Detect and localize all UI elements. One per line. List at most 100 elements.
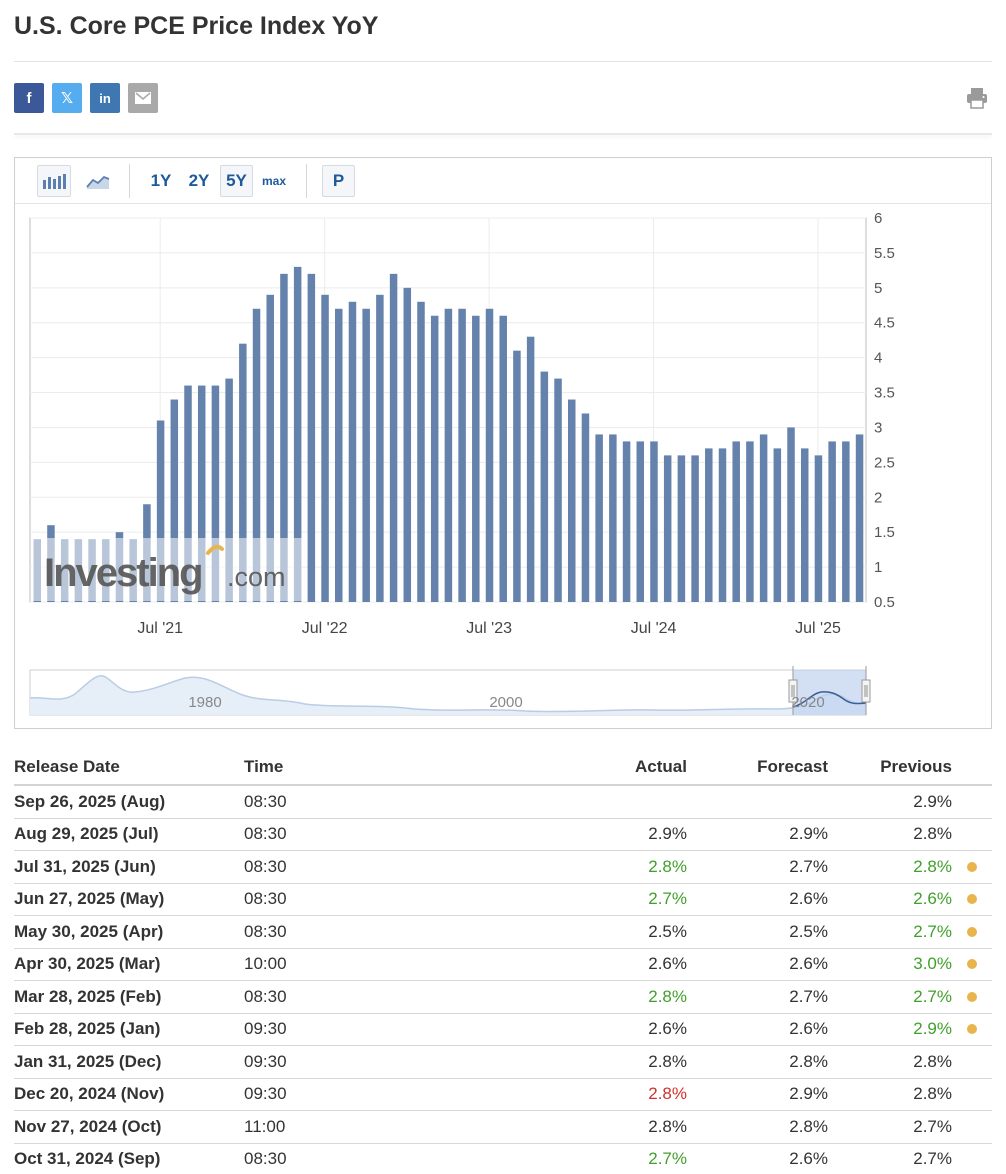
range-max-button[interactable]: max <box>261 174 287 188</box>
chart-bar[interactable] <box>814 455 823 602</box>
chart-bar[interactable] <box>170 399 179 602</box>
previous-cell: 2.7% <box>913 986 952 1006</box>
chart-bar[interactable] <box>293 266 302 602</box>
table-row: Dec 20, 2024 (Nov) 09:30 2.8% 2.9% 2.8% <box>14 1079 992 1111</box>
chart-bar[interactable] <box>842 441 850 602</box>
chart-bar[interactable] <box>211 385 220 602</box>
chart-bar[interactable] <box>348 301 357 602</box>
chart-bar[interactable] <box>609 434 617 602</box>
chart-bar[interactable] <box>389 273 398 602</box>
chart-bar[interactable] <box>622 441 631 602</box>
chart-bar[interactable] <box>335 308 343 602</box>
chart-bar[interactable] <box>828 441 836 602</box>
navigator-handle[interactable] <box>788 679 798 703</box>
chart-bar[interactable] <box>225 378 233 602</box>
revised-indicator-icon[interactable] <box>967 959 977 970</box>
chart-bar[interactable] <box>499 315 507 602</box>
table-row: Jan 31, 2025 (Dec) 09:30 2.8% 2.8% 2.8% <box>14 1046 992 1079</box>
chart-bar[interactable] <box>184 385 192 602</box>
header-forecast[interactable]: Forecast <box>757 757 828 776</box>
printer-icon[interactable] <box>965 86 989 110</box>
y-tick-label: 0.5 <box>874 594 895 611</box>
chart-bar[interactable] <box>444 308 453 602</box>
line-chart-button[interactable] <box>81 165 115 197</box>
revised-indicator-icon[interactable] <box>967 991 977 1002</box>
chart-bar[interactable] <box>376 294 384 602</box>
previous-cell: 2.8% <box>913 824 952 844</box>
header-previous[interactable]: Previous <box>880 757 952 776</box>
chart-bar[interactable] <box>362 308 370 602</box>
revised-indicator-icon[interactable] <box>967 894 977 905</box>
email-share-button[interactable] <box>128 83 158 113</box>
linkedin-share-button[interactable]: in <box>90 83 120 113</box>
header-release-date[interactable]: Release Date <box>14 757 120 776</box>
chart-bar[interactable] <box>787 427 795 602</box>
header-actual[interactable]: Actual <box>635 757 687 776</box>
chart-bar[interactable] <box>746 441 754 602</box>
chart-bar[interactable] <box>430 315 439 602</box>
x-tick-label: Jul '23 <box>466 620 512 637</box>
chart-bar[interactable] <box>663 455 672 602</box>
twitter-share-button[interactable]: 𝕏 <box>52 83 82 113</box>
chart-bar[interactable] <box>595 434 603 602</box>
chart-area: Investing .com 0.5 1 1.5 2 2.5 3 3.5 4 4.5 5 5.5 6 J… <box>29 210 895 716</box>
linkedin-icon: in <box>99 90 111 106</box>
revised-indicator-icon[interactable] <box>967 1024 977 1035</box>
chart-bar[interactable] <box>307 273 316 602</box>
chart-bar[interactable] <box>280 273 288 602</box>
y-tick-label: 4.5 <box>874 315 895 332</box>
chart-bar[interactable] <box>239 343 247 602</box>
x-tick-label: Jul '25 <box>795 620 841 637</box>
revised-indicator-icon[interactable] <box>967 926 977 937</box>
chart-bar[interactable] <box>650 441 658 602</box>
chart-bar[interactable] <box>266 294 274 602</box>
chart-bar[interactable] <box>554 378 562 602</box>
chart-bar[interactable] <box>526 336 535 602</box>
forecast-cell: 2.8% <box>789 1116 828 1136</box>
chart-bar[interactable] <box>855 434 864 602</box>
header-time[interactable]: Time <box>244 757 284 776</box>
chart-bar[interactable] <box>458 308 466 602</box>
range-1y-button[interactable]: 1Y <box>150 171 172 190</box>
forecast-cell: 2.7% <box>789 856 828 876</box>
actual-cell: 2.7% <box>648 1149 687 1169</box>
chart-bar[interactable] <box>581 413 590 602</box>
table-row: Jul 31, 2025 (Jun) 08:30 2.8% 2.7% 2.8% <box>14 851 992 884</box>
chart-bar[interactable] <box>800 448 809 602</box>
chart-bar[interactable] <box>718 448 727 602</box>
time-cell: 09:30 <box>244 1084 287 1104</box>
chart-bar[interactable] <box>321 294 329 602</box>
chart-bar[interactable] <box>197 385 206 602</box>
y-tick-label: 2.5 <box>874 454 895 471</box>
chart-bar[interactable] <box>567 399 576 602</box>
x-tick-label: Jul '22 <box>302 620 348 637</box>
table-row: Sep 26, 2025 (Aug) 08:30 2.9% <box>14 786 992 819</box>
chart-bar[interactable] <box>691 455 699 602</box>
forecast-cell: 2.6% <box>789 1149 828 1169</box>
chart-bar[interactable] <box>759 434 768 602</box>
revised-indicator-icon[interactable] <box>967 861 977 872</box>
chart-bar[interactable] <box>636 441 645 602</box>
chart-bar[interactable] <box>485 308 494 602</box>
range-5y-button[interactable]: 5Y <box>220 165 253 197</box>
chart-bar[interactable] <box>773 448 782 602</box>
bar-chart-button[interactable] <box>37 165 71 197</box>
table-row: Mar 28, 2025 (Feb) 08:30 2.8% 2.7% 2.7% <box>14 981 992 1014</box>
chart-bar[interactable] <box>677 455 686 602</box>
chart-bar[interactable] <box>417 301 425 602</box>
chart-bar[interactable] <box>252 308 261 602</box>
chart-bar[interactable] <box>472 315 480 602</box>
chart-bar[interactable] <box>705 448 713 602</box>
navigator-handle[interactable] <box>861 679 871 703</box>
release-date-cell: Aug 29, 2025 (Jul) <box>14 824 159 844</box>
chart-bar[interactable] <box>403 287 412 602</box>
chart-bar[interactable] <box>732 441 740 602</box>
actual-cell: 2.8% <box>648 1084 687 1104</box>
range-2y-button[interactable]: 2Y <box>188 171 210 190</box>
chart-bar[interactable] <box>513 350 521 602</box>
facebook-share-button[interactable]: f <box>14 83 44 113</box>
y-tick-label: 5 <box>874 280 882 297</box>
chart-bar[interactable] <box>156 420 165 602</box>
chart-bar[interactable] <box>540 371 549 602</box>
p-button[interactable]: P <box>322 165 355 197</box>
